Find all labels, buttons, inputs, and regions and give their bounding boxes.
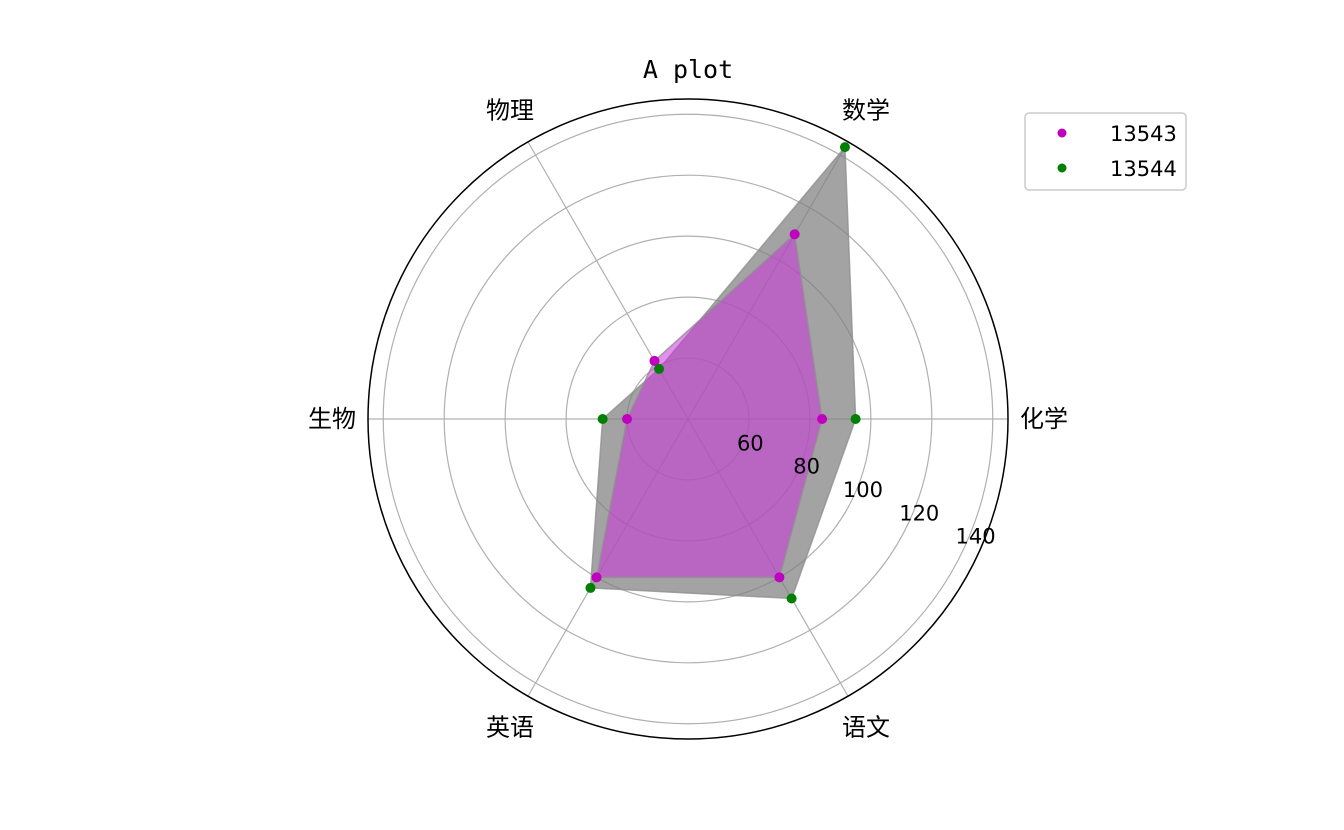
data-point-13544 — [597, 414, 608, 424]
legend-marker-13544 — [1057, 163, 1067, 173]
radial-tick-label: 80 — [793, 455, 820, 479]
data-point-13543 — [817, 414, 828, 424]
series-fills — [589, 145, 857, 600]
axis-label: 英语 — [486, 713, 534, 741]
data-point-13544 — [839, 142, 850, 153]
radial-tick-label: 120 — [899, 501, 939, 525]
data-point-13543 — [622, 414, 633, 424]
axis-label: 化学 — [1020, 405, 1068, 433]
outer-frame — [367, 98, 1009, 740]
data-point-13543 — [649, 355, 660, 366]
legend-label: 13544 — [1110, 157, 1177, 181]
data-point-13544 — [850, 414, 861, 424]
data-point-13544 — [786, 593, 797, 604]
axis-label: 数学 — [842, 97, 890, 125]
legend-label: 13543 — [1110, 122, 1177, 146]
legend-marker-13543 — [1057, 128, 1067, 138]
data-point-13544 — [654, 363, 665, 374]
chart-title: A plot — [643, 55, 733, 84]
radial-tick-label: 60 — [737, 431, 764, 455]
radial-tick-label: 140 — [956, 525, 996, 549]
data-point-13543 — [789, 229, 800, 240]
legend: 13543 13544 — [1024, 112, 1187, 191]
radial-tick-label: 100 — [843, 478, 883, 502]
data-point-13543 — [774, 572, 785, 583]
series-points — [585, 142, 861, 604]
axis-label: 语文 — [842, 713, 890, 741]
data-point-13544 — [585, 582, 596, 593]
data-point-13543 — [591, 572, 602, 583]
axis-label: 生物 — [308, 405, 356, 433]
radial-tick-labels: 60 80 100 120 140 — [737, 431, 996, 548]
axis-label: 物理 — [486, 97, 534, 125]
